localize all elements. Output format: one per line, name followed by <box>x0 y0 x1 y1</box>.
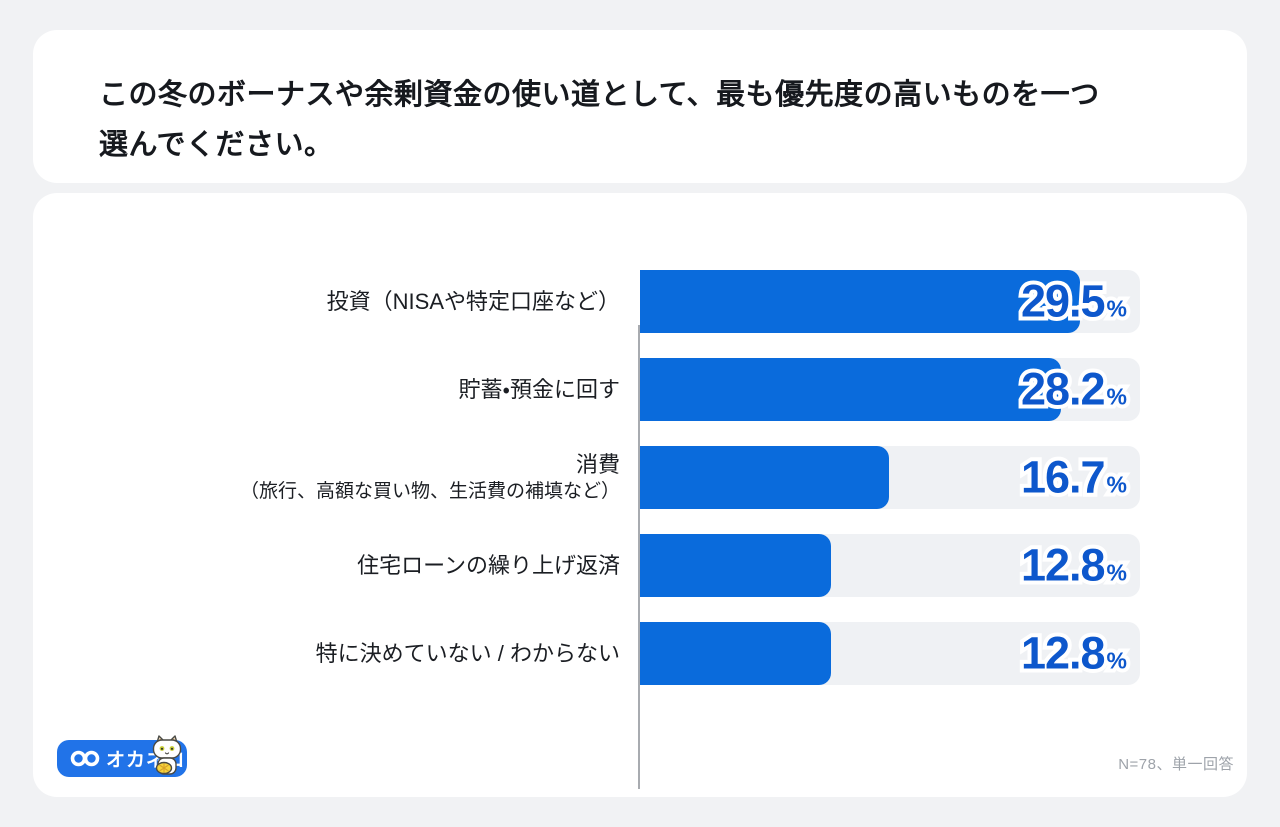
bar-value: 28.2% 28.2% <box>1017 362 1131 415</box>
glasses-icon <box>70 750 100 767</box>
bar-chart: 投資（NISAや特定口座など） 29.5% 29.5% 貯蓄・預金に回す 28.… <box>33 270 1247 789</box>
value-number: 29.5 <box>1020 275 1106 327</box>
bar-value-outline: 12.8% <box>1017 626 1131 679</box>
bar-fill <box>640 534 832 597</box>
okaneko-logo: オカネコ <box>57 735 187 777</box>
bar-fill <box>640 446 890 509</box>
percent-sign: % <box>1102 645 1131 676</box>
value-number: 12.8 <box>1017 538 1110 591</box>
value-number: 16.7 <box>1017 450 1110 503</box>
category-label-text: 投資（NISAや特定口座など） <box>326 288 620 314</box>
y-axis-line <box>638 325 640 789</box>
value-number: 28.2 <box>1020 363 1106 415</box>
bar-value: 12.8% 12.8% <box>1017 538 1131 591</box>
category-sublabel-text: （旅行、高額な買い物、生活費の補填など） <box>239 480 620 502</box>
value-number: 12.8 <box>1020 539 1106 591</box>
bar-row-savings: 貯蓄・預金に回す 28.2% 28.2% <box>33 358 1247 421</box>
bar-value-outline: 28.2% <box>1017 362 1131 415</box>
percent-sign: % <box>1106 647 1127 674</box>
percent-sign: % <box>1102 293 1131 324</box>
bar-track: 12.8% 12.8% <box>640 534 1140 597</box>
cat-mascot-icon <box>152 735 182 775</box>
category-label-text: 特に決めていない / わからない <box>315 640 620 666</box>
bar-value-fill: 12.8% <box>1021 542 1127 587</box>
bar-value-fill: 28.2% <box>1021 366 1127 411</box>
category-label-text: 住宅ローンの繰り上げ返済 <box>357 552 620 578</box>
bar-row-undecided: 特に決めていない / わからない 12.8% 12.8% <box>33 622 1247 685</box>
chart-card: 投資（NISAや特定口座など） 29.5% 29.5% 貯蓄・預金に回す 28.… <box>33 193 1247 797</box>
category-label-text: 消費 <box>575 451 620 477</box>
percent-sign: % <box>1102 557 1131 588</box>
bar-track: 12.8% 12.8% <box>640 622 1140 685</box>
percent-sign: % <box>1106 295 1127 322</box>
value-number: 12.8 <box>1020 627 1106 679</box>
bar-value: 16.7% 16.7% <box>1017 450 1131 503</box>
bar-row-mortgage: 住宅ローンの繰り上げ返済 12.8% 12.8% <box>33 534 1247 597</box>
value-number: 12.8 <box>1017 626 1110 679</box>
bar-fill <box>640 270 1081 333</box>
percent-sign: % <box>1102 469 1131 500</box>
percent-sign: % <box>1106 471 1127 498</box>
bar-value-fill: 12.8% <box>1021 630 1127 675</box>
value-number: 16.7 <box>1020 451 1106 503</box>
bar-track: 28.2% 28.2% <box>640 358 1140 421</box>
bar-value-fill: 29.5% <box>1021 278 1127 323</box>
bar-fill <box>640 358 1061 421</box>
bar-value-outline: 12.8% <box>1017 538 1131 591</box>
value-number: 29.5 <box>1017 274 1110 327</box>
sample-size-note: N=78、単一回答 <box>1118 756 1234 773</box>
category-label-text: 貯蓄・預金に回す <box>458 376 620 402</box>
value-number: 28.2 <box>1017 362 1110 415</box>
bar-track: 29.5% 29.5% <box>640 270 1140 333</box>
question-title: この冬のボーナスや余剰資金の使い道として、最も優先度の高いものを一つ 選んでくだ… <box>99 79 1100 161</box>
bar-row-investment: 投資（NISAや特定口座など） 29.5% 29.5% <box>33 270 1247 333</box>
category-label: 住宅ローンの繰り上げ返済 <box>33 552 620 580</box>
bar-value-outline: 16.7% <box>1017 450 1131 503</box>
category-label: 貯蓄・預金に回す <box>33 376 620 404</box>
bar-fill <box>640 622 832 685</box>
bar-value-outline: 29.5% <box>1017 274 1131 327</box>
category-label: 消費 （旅行、高額な買い物、生活費の補填など） <box>33 451 620 505</box>
bar-value: 29.5% 29.5% <box>1017 274 1131 327</box>
bar-value: 12.8% 12.8% <box>1017 626 1131 679</box>
bar-value-fill: 16.7% <box>1021 454 1127 499</box>
category-label: 特に決めていない / わからない <box>33 640 620 668</box>
percent-sign: % <box>1106 383 1127 410</box>
question-card: この冬のボーナスや余剰資金の使い道として、最も優先度の高いものを一つ 選んでくだ… <box>33 30 1247 183</box>
bar-track: 16.7% 16.7% <box>640 446 1140 509</box>
percent-sign: % <box>1102 381 1131 412</box>
bar-row-consumption: 消費 （旅行、高額な買い物、生活費の補填など） 16.7% 16.7% <box>33 446 1247 509</box>
category-label: 投資（NISAや特定口座など） <box>33 288 620 316</box>
percent-sign: % <box>1106 559 1127 586</box>
